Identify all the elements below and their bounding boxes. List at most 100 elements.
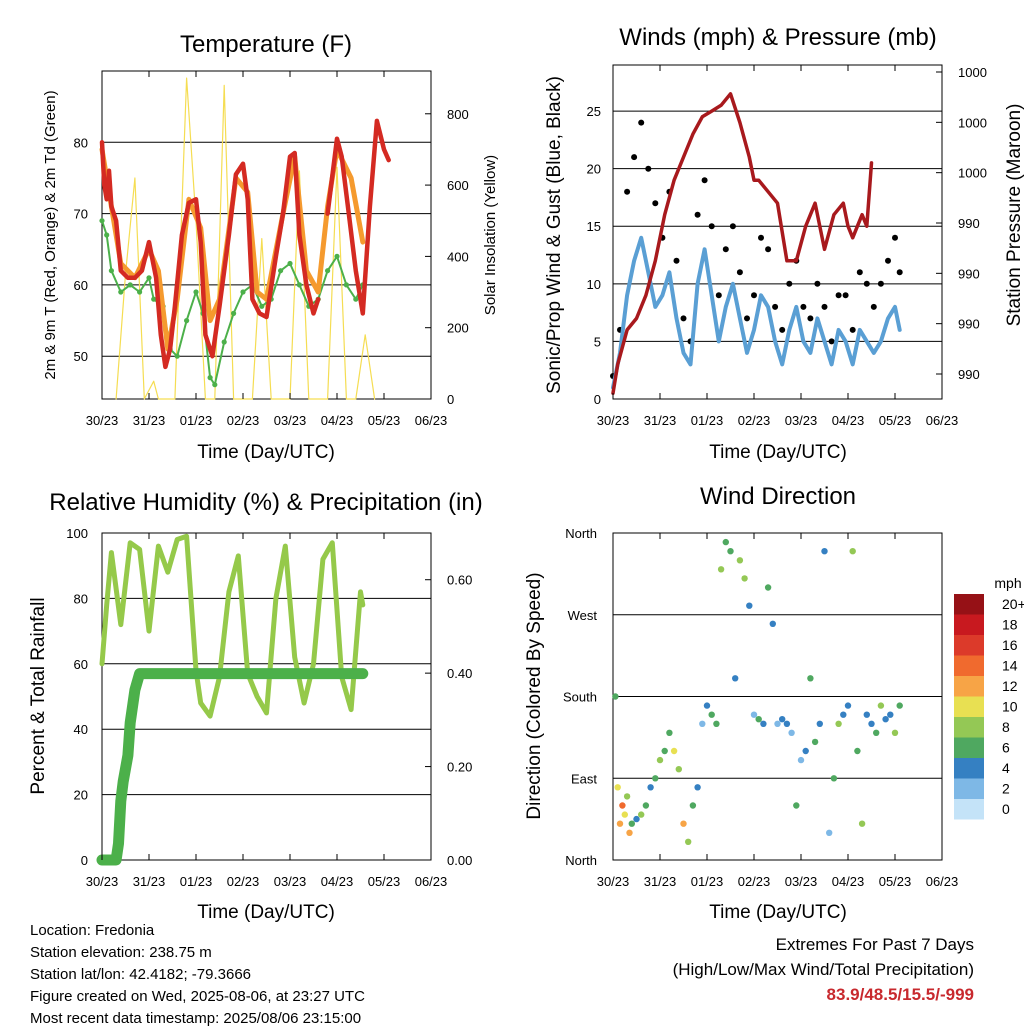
winds-y-ticks: 0 5 10 15 20 25 [587, 104, 601, 407]
colorbar-label: 4 [1002, 760, 1010, 776]
temperature-x-tick-label: 03/23 [274, 413, 307, 428]
wind-direction-point [840, 711, 847, 718]
colorbar-swatch [954, 737, 984, 758]
winds-x-tick-label: 06/23 [926, 413, 959, 428]
dewpoint-point [118, 289, 124, 295]
winds-title: Winds (mph) & Pressure (mb) [619, 24, 936, 51]
dewpoint-point [343, 282, 349, 288]
dewpoint-point [193, 289, 199, 295]
wind-direction-point [717, 566, 725, 573]
pressure-y-tick-label: 1000 [958, 166, 987, 181]
wind-direction-point [816, 720, 823, 727]
wind-direction-point [708, 711, 715, 718]
humidity-x-ticks: 30/23 31/23 01/23 02/23 03/23 04/23 05/23 06/23 [86, 533, 447, 889]
precip-line [96, 668, 369, 866]
humidity-y-label: Percent & Total Rainfall [28, 597, 49, 794]
temperature-y-ticks: 50 60 70 80 [74, 135, 88, 364]
gust-point [645, 165, 652, 172]
wind-direction-point [755, 716, 762, 723]
wind-direction-point [647, 784, 654, 791]
wind-direction-x-tick-label: 03/23 [785, 874, 818, 889]
extremes-values: 83.9/48.5/15.5/-999 [826, 985, 974, 1004]
wind-direction-point [680, 820, 687, 827]
humidity-gridlines [102, 597, 431, 796]
wind-direction-point [713, 720, 720, 727]
dewpoint-point [212, 382, 218, 388]
precip-y-tick-label: 0.20 [447, 760, 472, 775]
gust-point [779, 326, 786, 333]
gust-point [807, 315, 814, 322]
speed-colorbar: 20+ 18 16 14 12 10 8 6 4 2 0 [954, 594, 1024, 820]
temperature-x-tick-label: 01/23 [180, 413, 213, 428]
gust-point [631, 154, 638, 161]
wind-direction-y-tick-label: South [563, 690, 597, 705]
wind-direction-y-label: Direction (Colored By Speed) [524, 572, 545, 819]
pressure-y-label: Station Pressure (Maroon) [1004, 104, 1024, 327]
colorbar-label: 10 [1002, 699, 1018, 715]
temperature-y-label: 2m & 9m T (Red, Orange) & 2m Td (Green) [42, 90, 59, 379]
gust-point [786, 280, 793, 287]
wind-direction-point [783, 720, 791, 727]
recent-text: Most recent data timestamp: 2025/08/06 2… [30, 1010, 362, 1027]
dewpoint-point [353, 296, 359, 302]
winds-x-tick-label: 02/23 [738, 413, 771, 428]
gust-point [673, 257, 680, 264]
wind-direction-point [694, 784, 701, 791]
humidity-y-tick-label: 0 [81, 853, 88, 868]
solar-y-tick-label: 800 [447, 107, 469, 122]
winds-series [610, 92, 903, 395]
wind-direction-point [887, 711, 894, 718]
dewpoint-point [259, 303, 265, 309]
wind-direction-point [661, 747, 668, 755]
wind-direction-point [675, 766, 682, 773]
temp-2m-line-recent [325, 118, 391, 316]
extremes-heading: Extremes For Past 7 Days [775, 935, 974, 954]
colorbar-swatch [954, 676, 984, 697]
wind-direction-point [621, 811, 628, 818]
wind-direction-x-tick-label: 30/23 [597, 874, 630, 889]
colorbar-swatch [954, 594, 984, 615]
wind-direction-point [670, 747, 678, 755]
winds-y-tick-label: 20 [587, 162, 601, 177]
winds-pressure-chart: Winds (mph) & Pressure (mb) 0 5 10 15 20 25 9… [544, 24, 1024, 463]
humidity-x-tick-label: 04/23 [321, 874, 354, 889]
wind-direction-x-label: Time (Day/UTC) [709, 902, 847, 923]
dewpoint-point [151, 296, 157, 302]
wind-direction-x-tick-label: 01/23 [691, 874, 724, 889]
humidity-x-label: Time (Day/UTC) [197, 902, 335, 923]
wind-direction-point [741, 575, 748, 582]
dewpoint-point [231, 310, 237, 316]
wind-direction-point [666, 729, 673, 736]
colorbar-unit: mph [994, 575, 1021, 591]
wind-direction-point [703, 702, 711, 709]
wind-direction-point [626, 829, 633, 836]
humidity-y-tick-label: 40 [74, 722, 88, 737]
dewpoint-point [287, 260, 293, 267]
temperature-x-tick-label: 02/23 [227, 413, 260, 428]
humidity-x-tick-label: 03/23 [274, 874, 307, 889]
winds-y-tick-label: 0 [594, 392, 601, 407]
wind-direction-point [844, 702, 852, 709]
gust-point [729, 223, 736, 230]
wind-direction-point [779, 716, 786, 723]
winds-x-tick-label: 01/23 [691, 413, 724, 428]
precip-y-tick-label: 0.40 [447, 666, 472, 681]
precip-y-tick-label: 0.60 [447, 573, 472, 588]
precip-y-ticks: 0.00 0.20 0.40 0.60 [425, 573, 472, 868]
gust-point [877, 280, 884, 287]
gust-point [892, 234, 898, 241]
humidity-x-tick-label: 31/23 [133, 874, 166, 889]
temperature-y-tick-label: 80 [74, 135, 88, 150]
wind-direction-y-tick-label: West [568, 608, 598, 623]
gust-point [772, 303, 779, 310]
wind-direction-point [896, 702, 903, 709]
humidity-y-tick-label: 80 [74, 591, 88, 606]
colorbar-swatch [954, 717, 984, 738]
wind-direction-point [619, 802, 626, 809]
wind-direction-point [858, 820, 866, 827]
gust-point [849, 326, 856, 333]
gust-point [736, 269, 743, 276]
dewpoint-point [240, 289, 246, 295]
station-info: Location: Fredonia Station elevation: 23… [30, 920, 365, 1030]
latlon-text: Station lat/lon: 42.4182; -79.3666 [30, 966, 252, 983]
